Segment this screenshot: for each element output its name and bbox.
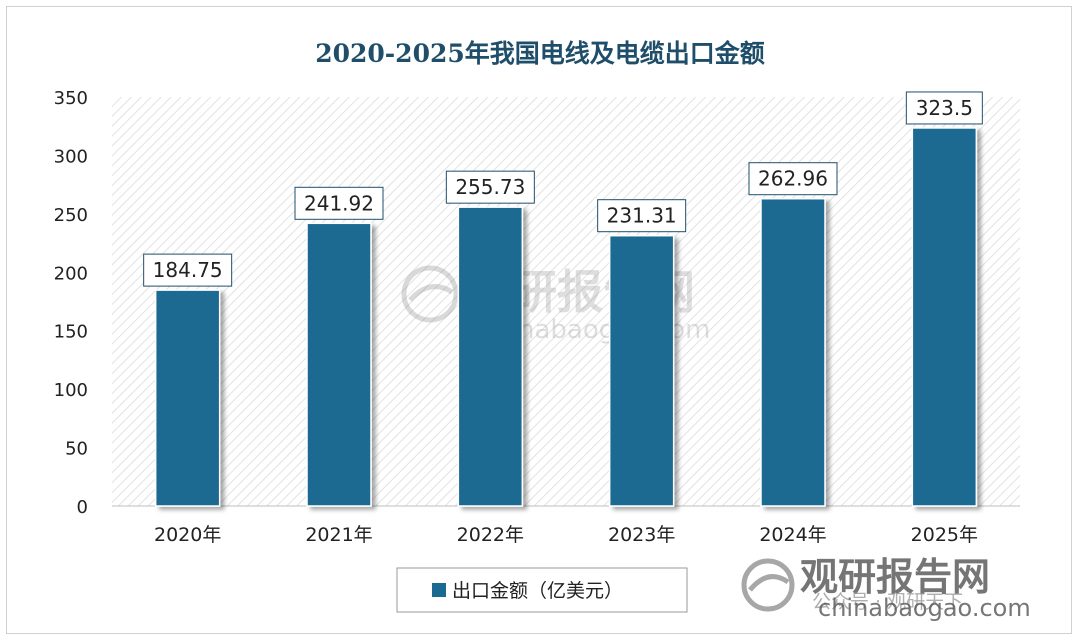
y-tick-label: 0 (77, 497, 88, 518)
y-tick-label: 50 (65, 439, 88, 460)
x-tick-label: 2023年 (608, 524, 675, 546)
plot-area-background (112, 97, 1020, 506)
watermark-logo-icon (401, 265, 459, 323)
bar (911, 127, 978, 507)
bar (306, 222, 372, 507)
x-tick-label: 2024年 (759, 524, 826, 546)
legend-label: 出口金额（亿美元） (452, 580, 623, 602)
legend-swatch (432, 583, 446, 597)
x-axis: 2020年 2021年 2022年 2023年 2024年 2025年 (112, 505, 1020, 546)
y-tick-label: 100 (54, 380, 88, 401)
data-labels: 184.75 241.92 255.73 231.31 262.96 323.5 (143, 91, 983, 287)
x-tick-label: 2021年 (305, 524, 372, 546)
data-label: 184.75 (153, 258, 223, 282)
data-label: 255.73 (455, 175, 525, 199)
data-label-box (143, 253, 233, 287)
legend: 出口金额（亿美元） (396, 567, 688, 613)
bar (457, 206, 524, 507)
data-label: 262.96 (758, 167, 828, 191)
data-label-box (905, 91, 983, 125)
y-tick-label: 250 (54, 205, 88, 226)
x-tick-label: 2020年 (154, 524, 221, 546)
y-tick-label: 350 (54, 88, 88, 109)
data-label: 241.92 (304, 191, 374, 215)
bar (154, 289, 221, 507)
data-label: 231.31 (607, 204, 677, 228)
y-tick-label: 150 (54, 322, 88, 343)
y-axis: 0 50 100 150 200 250 300 350 (54, 88, 88, 518)
data-label-box (597, 199, 687, 233)
corner-watermark-url: chinabaogao.com (818, 594, 1031, 622)
corner-watermark: 观研报告网 公众号 · 观研天下 chinabaogao.com (741, 555, 1031, 622)
data-label: 323.5 (916, 96, 973, 120)
x-tick-label: 2025年 (911, 524, 978, 546)
bar (760, 197, 826, 507)
data-label-box (294, 186, 384, 220)
corner-logo-icon (741, 558, 795, 612)
bar (608, 234, 675, 507)
data-label-box (748, 162, 838, 196)
bars (154, 127, 978, 507)
data-label-box (445, 170, 535, 204)
corner-watermark-text: 观研报告网 (800, 555, 990, 599)
chart-title: 2020-2025年我国电线及电缆出口金额 (315, 39, 765, 68)
corner-watermark-account: 公众号 · 观研天下 (812, 591, 963, 613)
x-tick-label: 2022年 (457, 524, 524, 546)
y-tick-label: 200 (54, 263, 88, 284)
y-tick-label: 300 (54, 146, 88, 167)
